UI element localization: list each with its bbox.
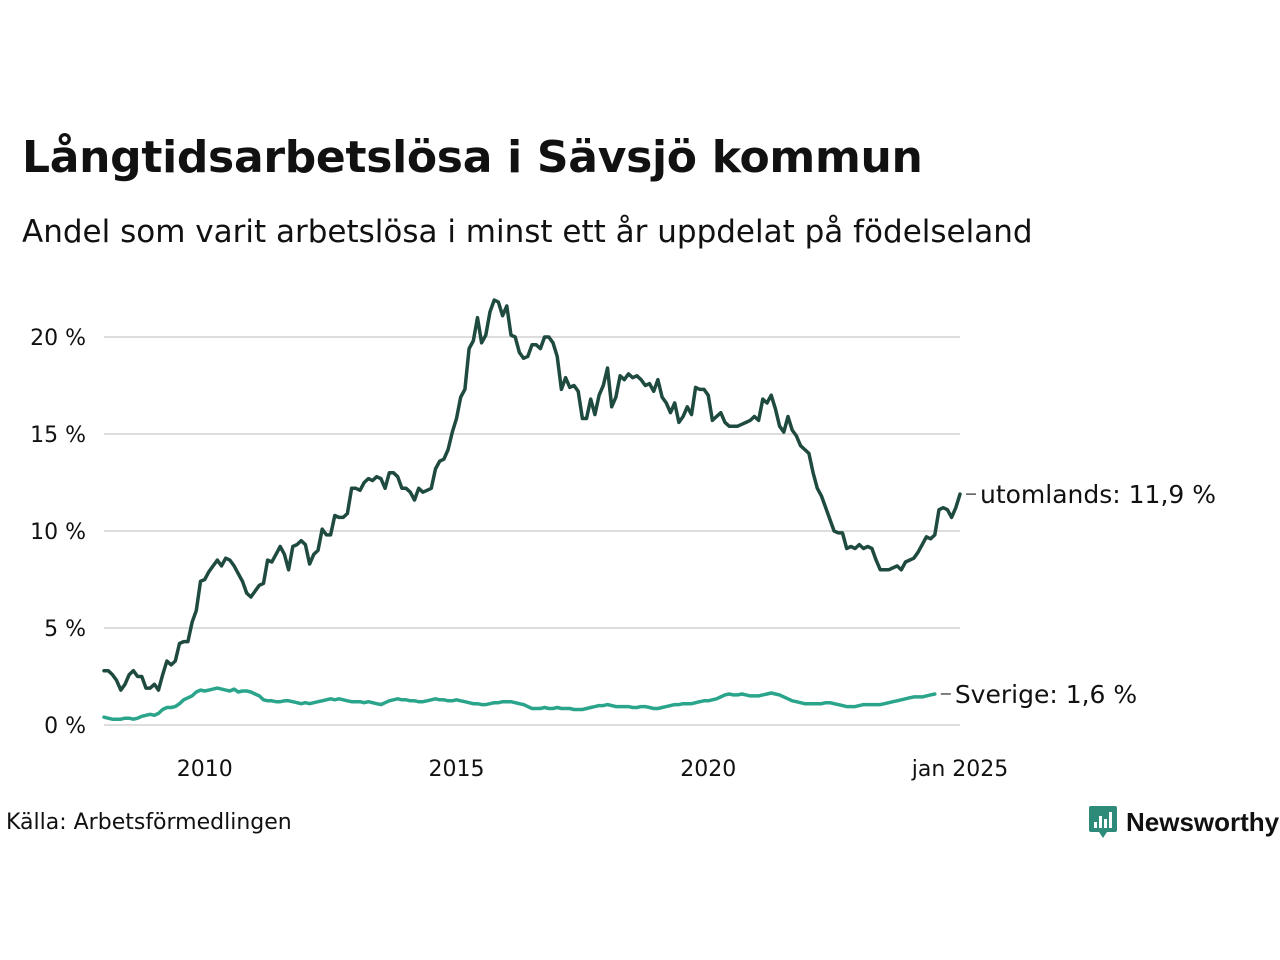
- y-tick-label: 20 %: [30, 326, 86, 351]
- end-label-utomlands: utomlands: 11,9 %: [980, 480, 1216, 509]
- y-axis: 0 % 5 % 10 % 15 % 20 %: [30, 326, 86, 739]
- y-tick-label: 10 %: [30, 520, 86, 545]
- end-label-sverige: Sverige: 1,6 %: [955, 680, 1137, 709]
- y-tick-label: 5 %: [44, 617, 86, 642]
- newsworthy-logo[interactable]: Newsworthy: [1088, 804, 1279, 840]
- logo-text: Newsworthy: [1126, 806, 1280, 837]
- y-tick-label: 0 %: [44, 714, 86, 739]
- x-tick-label: jan 2025: [911, 757, 1009, 782]
- series: [102, 298, 962, 721]
- bar-chart-pin-icon: [1089, 806, 1117, 838]
- gridlines: [104, 336, 960, 726]
- source-note: Källa: Arbetsförmedlingen: [6, 810, 292, 835]
- chart-title: Långtidsarbetslösa i Sävsjö kommun: [22, 132, 923, 183]
- x-tick-label: 2020: [680, 757, 736, 782]
- x-tick-label: 2010: [177, 757, 233, 782]
- end-labels: utomlands: 11,9 % Sverige: 1,6 %: [940, 480, 1216, 709]
- series-line-utomlands: [102, 298, 962, 692]
- y-tick-label: 15 %: [30, 423, 86, 448]
- x-axis: 2010 2015 2020 jan 2025: [177, 757, 1009, 782]
- x-tick-label: 2015: [428, 757, 484, 782]
- chart-subtitle: Andel som varit arbetslösa i minst ett å…: [22, 214, 1033, 250]
- series-line-sverige: [102, 686, 937, 721]
